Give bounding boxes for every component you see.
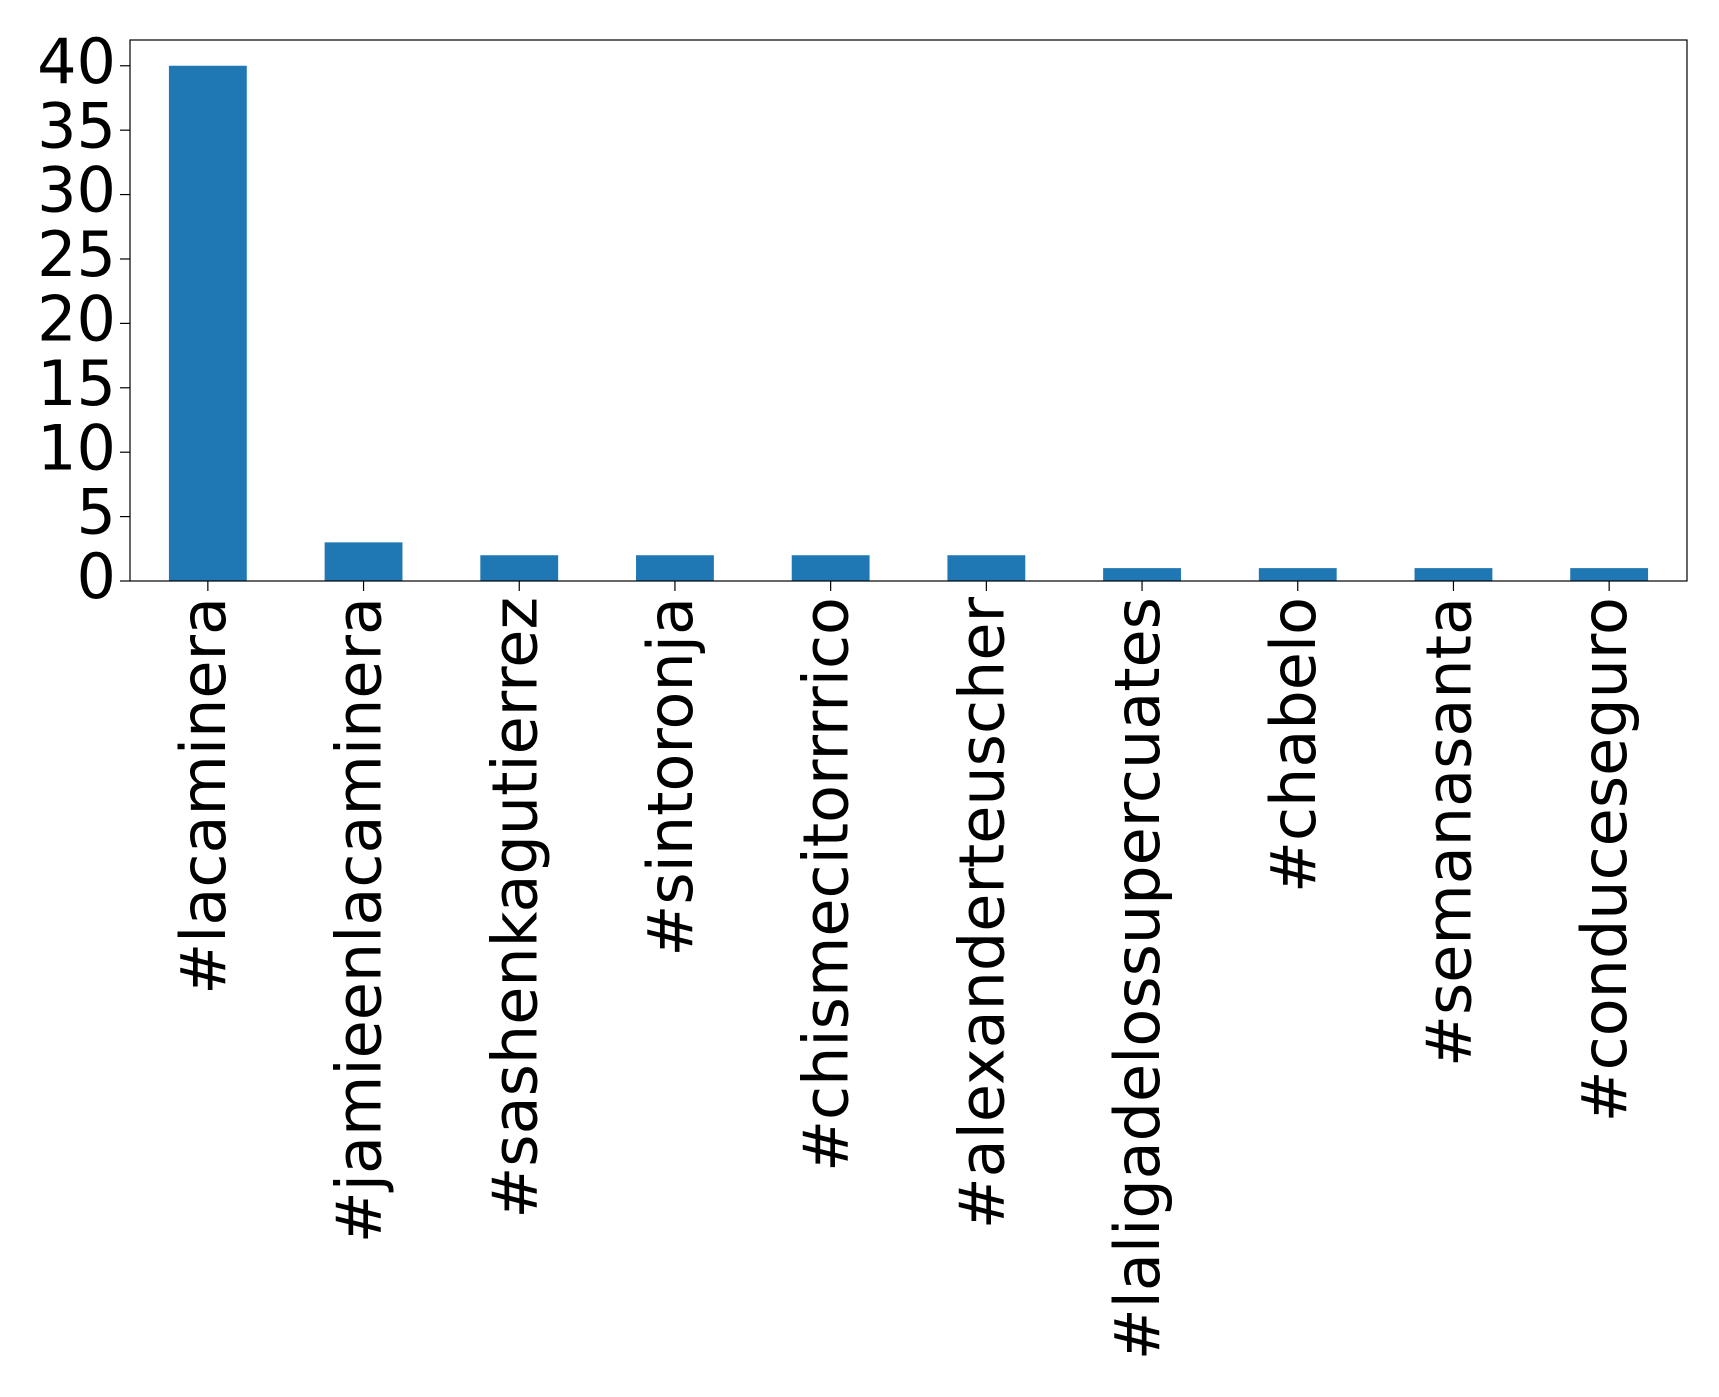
x-tick-label: #chismecitorrrrico xyxy=(790,597,863,1172)
x-tick-label: #sintoronja xyxy=(634,597,707,957)
bar xyxy=(1570,568,1649,581)
x-tick-label: #conduceseguro xyxy=(1568,597,1641,1122)
bar xyxy=(947,555,1026,581)
y-tick-label: 25 xyxy=(37,218,116,291)
bar xyxy=(480,555,559,581)
y-tick-label: 35 xyxy=(37,89,116,162)
x-tick-label: #semanasanta xyxy=(1413,597,1486,1067)
bar xyxy=(1258,568,1337,581)
x-tick-label: #sashenkagutierrez xyxy=(478,597,551,1219)
bar xyxy=(791,555,870,581)
x-tick-label: #jamieenlacaminera xyxy=(323,597,396,1243)
x-tick-label: #alexanderteuscher xyxy=(945,596,1018,1229)
y-tick-label: 30 xyxy=(37,154,116,227)
plot-frame xyxy=(129,39,1688,582)
y-tick-label: 10 xyxy=(37,411,116,484)
y-tick-label: 40 xyxy=(37,25,116,98)
bar xyxy=(168,65,247,581)
bar xyxy=(1103,568,1181,581)
bar xyxy=(324,542,403,581)
x-tick-label: #laligadelossupercuates xyxy=(1101,597,1174,1360)
y-tick-label: 0 xyxy=(77,540,116,613)
y-tick-label: 20 xyxy=(37,282,116,355)
x-tick-label: #lacaminera xyxy=(167,597,240,995)
x-tick-label: #chabelo xyxy=(1257,597,1330,893)
bar xyxy=(1414,568,1493,581)
y-tick-label: 5 xyxy=(77,476,116,549)
bar xyxy=(636,555,714,581)
y-tick-label: 15 xyxy=(37,347,116,420)
